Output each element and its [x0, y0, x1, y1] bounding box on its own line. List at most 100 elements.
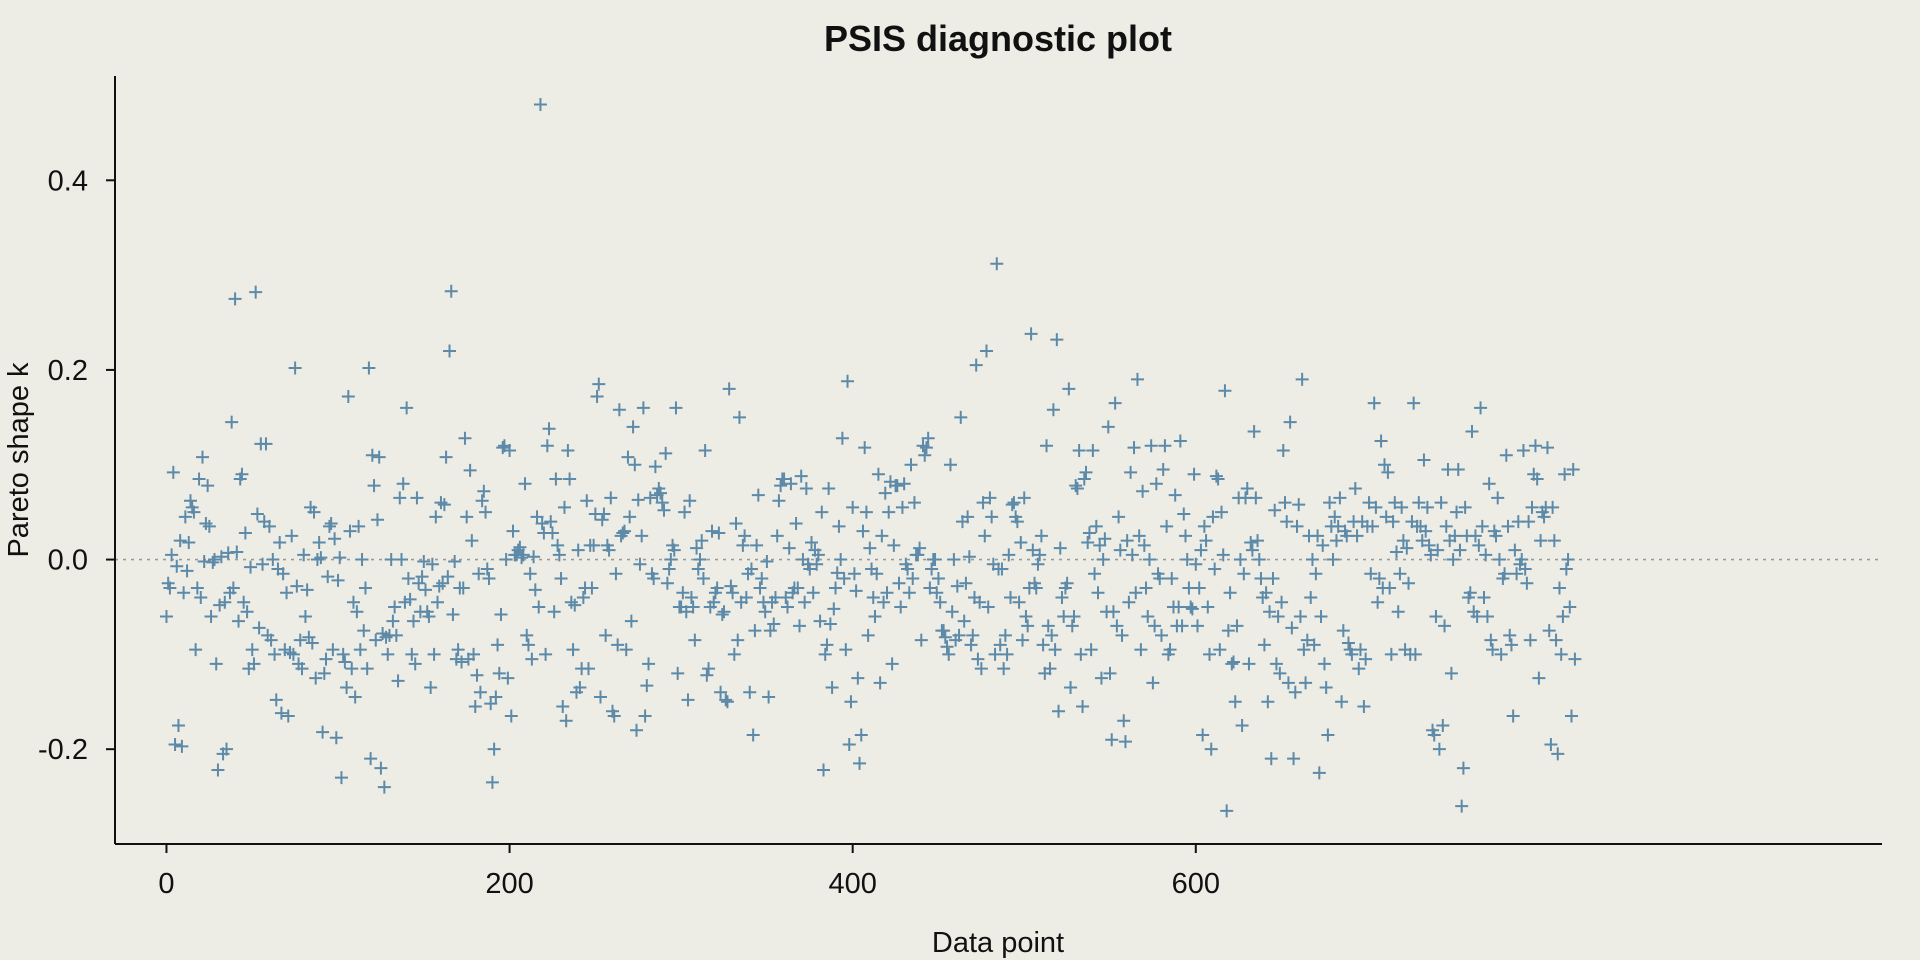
- data-point-marker: [503, 444, 517, 458]
- data-point-marker: [501, 671, 515, 685]
- data-point-marker: [877, 595, 891, 609]
- data-point-marker: [1287, 752, 1301, 766]
- data-point-marker: [173, 534, 187, 548]
- data-point-marker: [1292, 498, 1306, 512]
- data-point-marker: [849, 584, 863, 598]
- data-point-marker: [225, 415, 239, 429]
- data-point-marker: [825, 681, 839, 695]
- data-point-marker: [1106, 605, 1120, 619]
- data-point-marker: [1341, 636, 1355, 650]
- data-point-marker: [914, 633, 928, 647]
- data-point-marker: [372, 450, 386, 464]
- data-point-marker: [1525, 500, 1539, 514]
- data-point-marker: [628, 458, 642, 472]
- data-point-marker: [1227, 655, 1241, 669]
- data-point-marker: [885, 657, 899, 671]
- data-point-marker: [901, 562, 915, 576]
- data-point-marker: [621, 450, 635, 464]
- data-point-marker: [393, 491, 407, 505]
- data-point-marker: [576, 590, 590, 604]
- data-point-marker: [947, 553, 961, 567]
- data-point-marker: [1383, 581, 1397, 595]
- data-point-marker: [1120, 534, 1134, 548]
- data-point-marker: [1074, 647, 1088, 661]
- data-point-marker: [1515, 553, 1529, 567]
- data-point-marker: [1362, 496, 1376, 510]
- data-point-marker: [487, 742, 501, 756]
- data-point-marker: [521, 638, 535, 652]
- data-point-marker: [770, 529, 784, 543]
- data-point-marker: [407, 614, 421, 628]
- data-point-marker: [738, 529, 752, 543]
- data-point-marker: [1534, 534, 1548, 548]
- data-point-marker: [1542, 624, 1556, 638]
- data-point-marker: [206, 555, 220, 569]
- data-point-marker: [1124, 465, 1138, 479]
- data-point-marker: [1101, 420, 1115, 434]
- data-point-marker: [1266, 572, 1280, 586]
- data-point-marker: [1129, 586, 1143, 600]
- data-point-marker: [1191, 619, 1204, 633]
- data-point-marker: [1175, 619, 1189, 633]
- data-point-marker: [554, 572, 568, 586]
- data-point-marker: [693, 553, 707, 567]
- data-point-marker: [178, 510, 192, 524]
- data-point-marker: [1215, 505, 1229, 519]
- data-point-marker: [1264, 752, 1278, 766]
- data-point-marker: [530, 510, 544, 524]
- data-point-marker: [317, 666, 331, 680]
- data-point-marker: [345, 662, 359, 676]
- data-point-marker: [1168, 488, 1182, 502]
- data-point-marker: [813, 614, 827, 628]
- data-point-marker: [1043, 662, 1057, 676]
- data-point-marker: [1372, 572, 1386, 586]
- data-point-marker: [463, 463, 477, 477]
- data-point-marker: [228, 292, 242, 306]
- data-point-marker: [314, 551, 328, 565]
- data-point-marker: [1547, 534, 1561, 548]
- data-point-marker: [566, 643, 580, 657]
- data-point-marker: [587, 538, 601, 552]
- data-point-marker: [638, 709, 652, 723]
- data-point-marker: [696, 572, 710, 586]
- data-point-marker: [1144, 439, 1158, 453]
- data-point-marker: [1220, 804, 1234, 818]
- data-point-marker: [240, 605, 254, 619]
- data-point-marker: [1491, 491, 1505, 505]
- data-point-marker: [1395, 500, 1409, 514]
- data-point-marker: [326, 643, 340, 657]
- data-point-marker: [1185, 602, 1199, 616]
- data-point-marker: [1482, 477, 1496, 491]
- data-point-marker: [1254, 572, 1268, 586]
- data-point-marker: [755, 572, 769, 586]
- data-point-marker: [1544, 737, 1558, 751]
- data-point-marker: [295, 662, 309, 676]
- data-point-marker: [878, 486, 892, 500]
- data-point-marker: [475, 494, 489, 508]
- data-point-marker: [1218, 384, 1232, 398]
- data-point-marker: [1134, 643, 1148, 657]
- data-point-marker: [1378, 458, 1391, 472]
- data-point-marker: [1559, 562, 1573, 576]
- data-point-marker: [616, 526, 630, 540]
- data-point-marker: [875, 529, 889, 543]
- data-point-marker: [564, 595, 578, 609]
- data-point-marker: [340, 681, 354, 695]
- data-point-marker: [1350, 529, 1364, 543]
- y-ticks: -0.2 0.0 0.2 0.4: [38, 165, 115, 766]
- data-point-marker: [928, 553, 942, 567]
- data-point-marker: [636, 401, 650, 415]
- data-point-marker: [307, 505, 321, 519]
- data-point-marker: [1050, 333, 1064, 347]
- data-point-marker: [245, 643, 259, 657]
- data-point-marker: [446, 608, 460, 622]
- data-point-marker: [571, 543, 585, 557]
- data-point-marker: [1381, 465, 1395, 479]
- data-point-marker: [1005, 498, 1019, 512]
- data-point-marker: [1299, 676, 1313, 690]
- data-point-marker: [321, 570, 335, 584]
- data-point-marker: [1139, 581, 1153, 595]
- data-point-marker: [341, 389, 355, 403]
- data-point-marker: [974, 662, 988, 676]
- data-point-marker: [1400, 541, 1414, 555]
